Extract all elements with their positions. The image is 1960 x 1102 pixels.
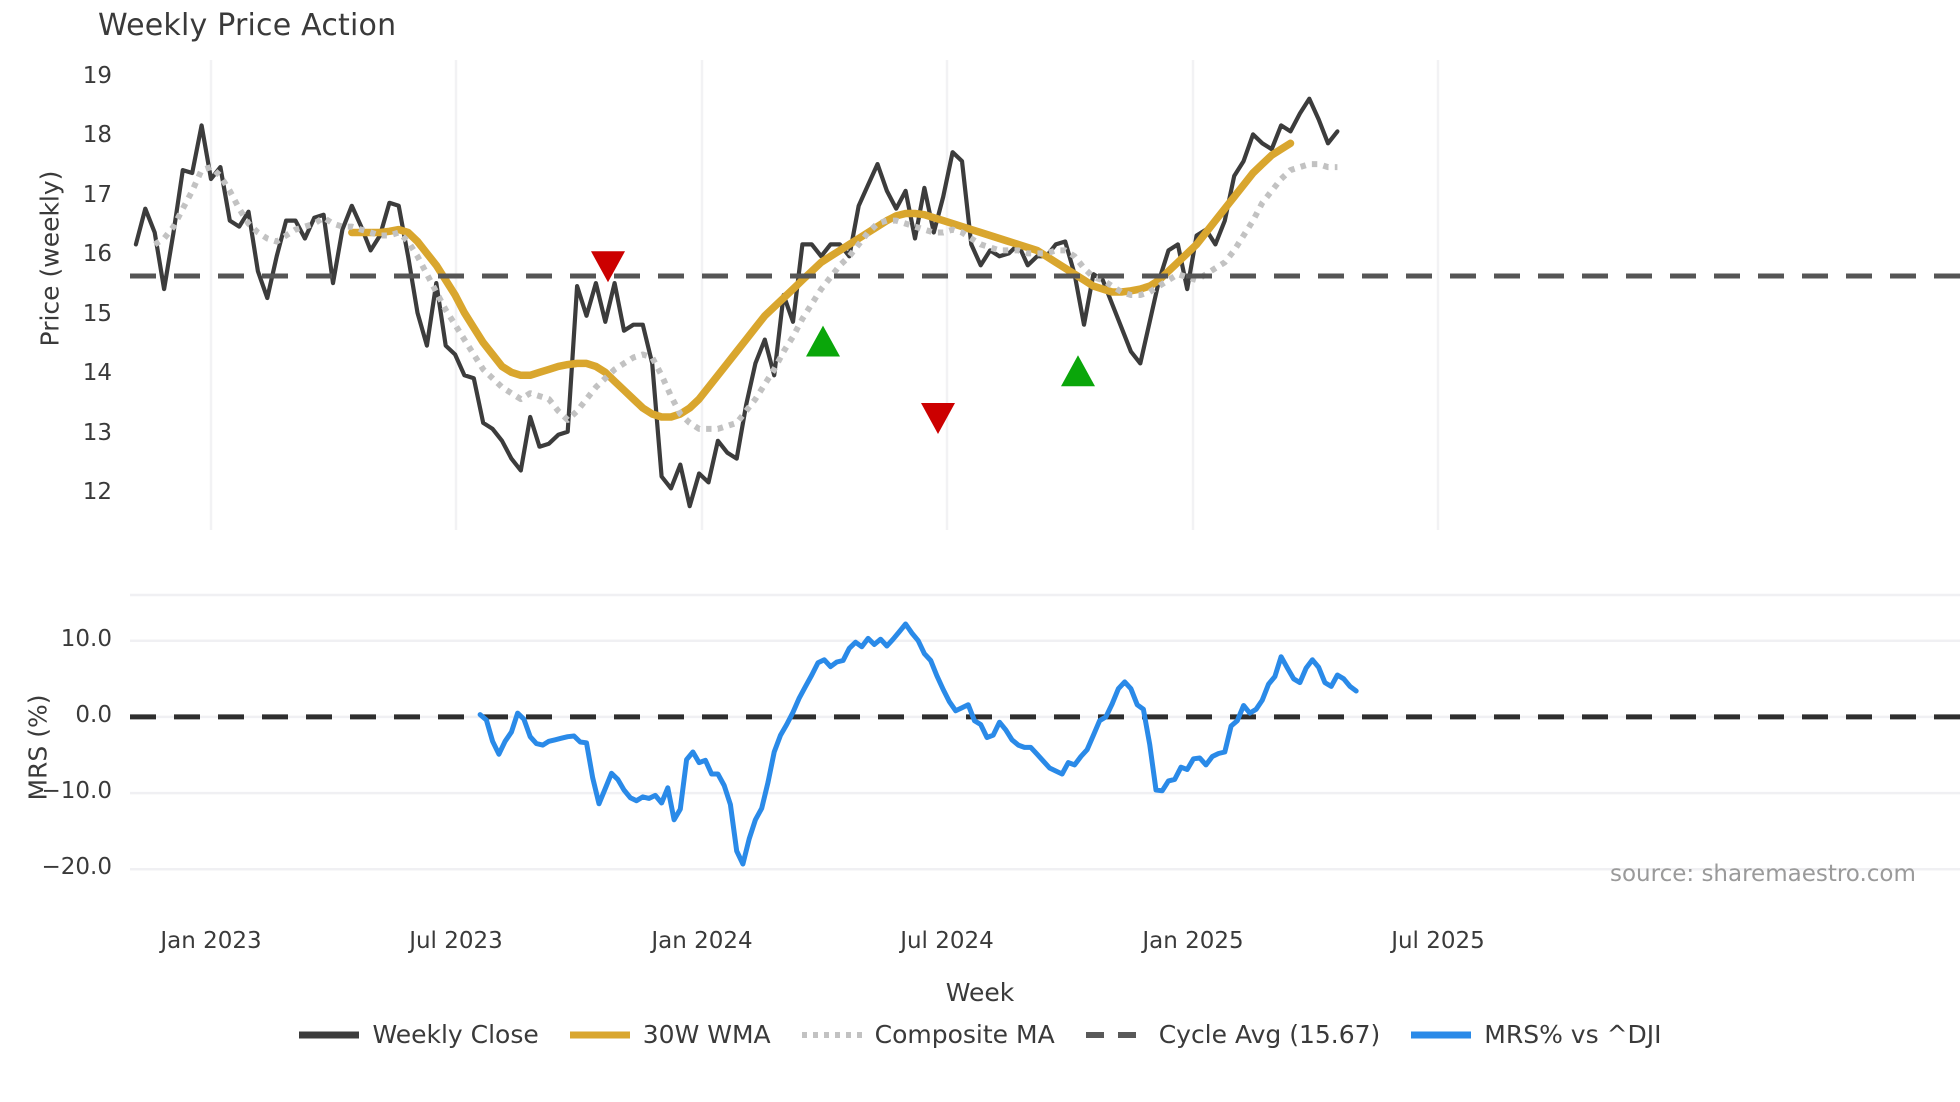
x-tick: Jan 2023 [160,928,262,954]
signal-markers [591,251,1095,434]
price-y-tick: 16 [82,241,112,268]
price-y-tick: 17 [82,181,112,208]
legend-swatch-solid-icon [298,1026,360,1044]
price-series-group [133,96,1340,509]
legend-swatch-dashed-icon [1085,1026,1147,1044]
source-watermark: source: sharemaestro.com [1610,861,1916,887]
mrs-y-tick: −10.0 [41,778,112,805]
series-30w-wma [348,139,1295,421]
marker-buy [1061,355,1095,387]
price-y-tick: 14 [82,360,112,387]
legend-item[interactable]: Cycle Avg (15.67) [1085,1020,1381,1049]
x-tick: Jul 2024 [900,928,994,954]
marker-sell [591,251,625,283]
mrs-y-tick: −20.0 [41,854,112,881]
legend-swatch-solid-icon [569,1026,631,1044]
x-tick: Jan 2025 [1142,928,1244,954]
legend-item[interactable]: MRS% vs ^DJI [1410,1020,1662,1049]
x-tick: Jul 2025 [1391,928,1485,954]
price-y-tick: 19 [82,62,112,89]
legend-label: Weekly Close [372,1020,539,1049]
price-y-tick: 12 [82,479,112,506]
mrs-series-group [477,621,1359,867]
legend-swatch-dotted-icon [801,1026,863,1044]
mrs-y-tick: 0.0 [75,701,112,728]
mrs-gridlines [130,593,1960,871]
price-y-tick: 18 [82,122,112,149]
series-mrs-pct [477,621,1359,867]
marker-sell [921,403,955,434]
legend-item[interactable]: Weekly Close [298,1020,539,1049]
legend-label: 30W WMA [642,1020,771,1049]
legend-label: Composite MA [874,1020,1055,1049]
x-tick: Jul 2023 [409,928,503,954]
chart-legend: Weekly Close 30W WMA Composite MA Cycle Avg… [0,1020,1960,1049]
mrs-y-tick: 10.0 [60,625,112,652]
series-composite-ma [153,161,1338,432]
legend-label: MRS% vs ^DJI [1484,1020,1662,1049]
marker-buy [806,325,840,357]
vertical-gridlines [209,60,1440,530]
price-y-tick: 13 [82,419,112,446]
x-axis-label: Week [945,978,1015,1007]
legend-item[interactable]: Composite MA [801,1020,1055,1049]
legend-swatch-solid-icon [1410,1026,1472,1044]
legend-item[interactable]: 30W WMA [569,1020,771,1049]
legend-label: Cycle Avg (15.67) [1158,1020,1381,1049]
price-y-tick: 15 [82,300,112,327]
series-weekly-close [133,96,1340,509]
x-tick: Jan 2024 [651,928,753,954]
page-title: Weekly Price Action [98,8,397,43]
